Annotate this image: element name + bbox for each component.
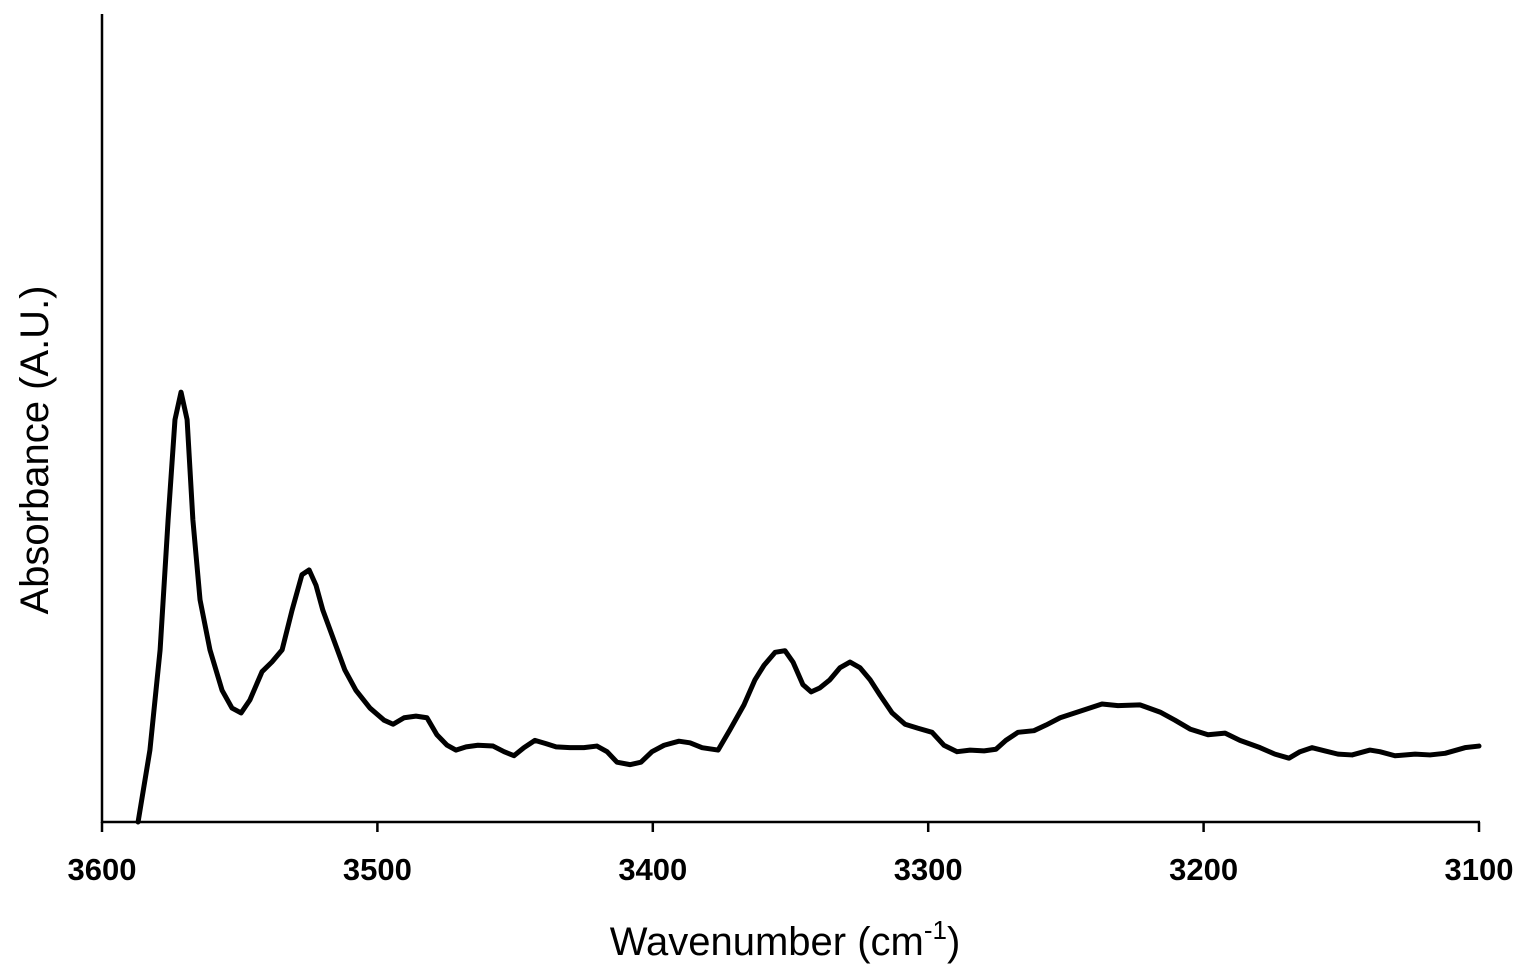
spectrum-line [135,389,1482,825]
y-axis-title: Absorbance (A.U.) [13,285,57,614]
x-tick-label: 3600 [68,852,137,887]
x-axis-title-text: Wavenumber (cm [610,920,924,964]
x-tick-label: 3200 [1169,852,1238,887]
x-tick-label: 3400 [618,852,687,887]
x-axis-title-suffix: ) [947,920,960,964]
x-axis-title-superscript: -1 [924,915,947,945]
x-axis-title: Wavenumber (cm-1) [610,915,961,964]
x-tick-label: 3300 [894,852,963,887]
x-tick-label: 3100 [1445,852,1514,887]
x-tick-label: 3500 [343,852,412,887]
